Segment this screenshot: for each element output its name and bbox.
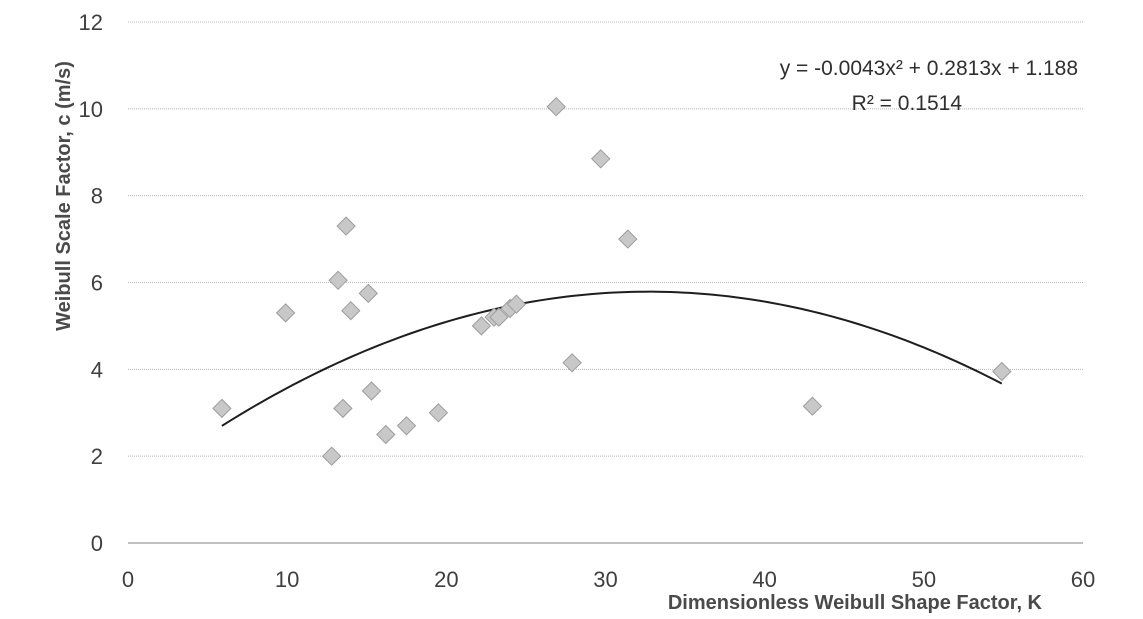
data-point-23 — [992, 361, 1012, 382]
trendline-equation: y = -0.0043x² + 0.2813x + 1.188 — [780, 57, 1078, 80]
y-tick-label-4: 4 — [91, 357, 103, 382]
data-point-6 — [336, 216, 356, 236]
data-point-22 — [802, 396, 823, 416]
data-point-17 — [506, 294, 527, 314]
x-tick-labels: 0 10 20 30 40 50 60 — [122, 567, 1095, 592]
y-tick-label-8: 8 — [91, 184, 103, 209]
y-tick-label-2: 2 — [91, 444, 103, 469]
x-tick-label-50: 50 — [912, 567, 936, 592]
x-axis-title: Dimensionless Weibull Shape Factor, K — [668, 592, 1043, 614]
data-point-10 — [376, 424, 396, 445]
x-tick-label-0: 0 — [122, 567, 134, 592]
data-point-19 — [562, 353, 582, 373]
data-point-2 — [275, 303, 296, 323]
data-point-3 — [321, 446, 342, 466]
gridlines — [128, 21, 1083, 457]
y-tick-labels: 0 2 4 6 8 10 12 — [79, 10, 103, 556]
data-point-18 — [546, 96, 566, 117]
data-point-5 — [333, 398, 353, 419]
data-point-15 — [489, 307, 509, 327]
y-tick-label-10: 10 — [79, 97, 103, 122]
y-axis-title: Weibull Scale Factor, c (m/s) — [53, 61, 75, 331]
x-tick-label-60: 60 — [1071, 567, 1095, 592]
x-tick-label-30: 30 — [593, 567, 617, 592]
data-point-7 — [341, 300, 361, 321]
y-tick-label-0: 0 — [91, 531, 103, 556]
x-tick-label-10: 10 — [275, 567, 299, 592]
x-tick-label-20: 20 — [434, 567, 458, 592]
data-point-21 — [618, 229, 638, 249]
data-points — [212, 96, 1012, 466]
data-point-9 — [361, 381, 382, 401]
data-point-1 — [212, 398, 232, 419]
data-point-4 — [328, 270, 348, 291]
y-tick-label-6: 6 — [91, 271, 103, 296]
r-squared-label: R² = 0.1514 — [852, 92, 963, 115]
data-point-11 — [396, 416, 417, 436]
data-point-20 — [590, 149, 611, 169]
data-point-12 — [428, 403, 449, 423]
data-point-13 — [471, 316, 492, 336]
data-point-8 — [358, 283, 379, 304]
x-tick-label-40: 40 — [752, 567, 776, 592]
y-tick-label-12: 12 — [79, 10, 103, 35]
polynomial-trendline — [221, 290, 1003, 427]
